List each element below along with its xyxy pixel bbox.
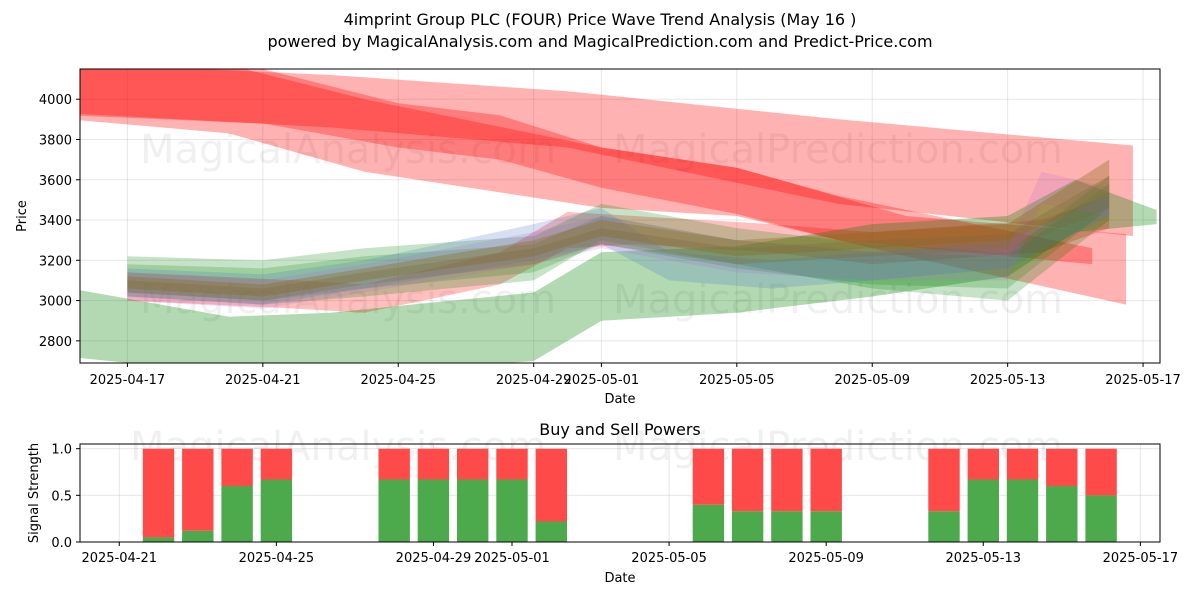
buy-power-bar [1046, 486, 1078, 542]
bottom-y-axis-title: Signal Strength [27, 443, 42, 543]
wave-bands [80, 69, 1157, 363]
bottom-x-tick-label: 2025-05-05 [631, 551, 707, 566]
sell-power-bar [810, 448, 842, 512]
top-x-tick-label: 2025-04-25 [360, 373, 436, 388]
bottom-y-tick-label: 0.0 [51, 536, 72, 551]
wave-band-red-wave-3 [80, 69, 1093, 265]
bottom-x-tick-label: 2025-05-09 [788, 551, 864, 566]
buy-power-bar [496, 479, 528, 542]
top-watermarks: MagicalAnalysis.com MagicalPrediction.co… [140, 127, 1063, 323]
buy-power-bar [928, 511, 960, 542]
top-x-tick-label: 2025-04-29 [496, 373, 572, 388]
buy-power-bar [692, 504, 725, 542]
buy-sell-powers-plot: Buy and Sell Powers MagicalAnalysis.com … [27, 420, 1178, 586]
wave-band-red-wave-2 [80, 69, 1127, 305]
top-x-tick-label: 2025-04-17 [90, 373, 166, 388]
top-y-axis-title: Price [15, 200, 30, 232]
price-wave-plot: MagicalAnalysis.com MagicalPrediction.co… [15, 68, 1181, 407]
sell-power-bar [496, 448, 528, 480]
wave-band-red-wave-4 [127, 195, 1110, 313]
top-y-tick-label: 2800 [39, 335, 72, 350]
sell-power-bar [535, 448, 567, 522]
bottom-x-tick-label: 2025-04-25 [239, 551, 315, 566]
top-plot-frame [79, 68, 1161, 364]
watermark-prediction-lower: MagicalPrediction.com [613, 277, 1063, 323]
chart-title-line2: powered by MagicalAnalysis.com and Magic… [267, 32, 932, 51]
buy-power-bar [967, 479, 999, 542]
signal-bars [142, 448, 1117, 542]
wave-band-blue-wave-1 [127, 191, 1110, 305]
wave-band-green-wave-3 [127, 183, 1110, 301]
top-gridlines [80, 69, 1160, 363]
bottom-x-axis-title: Date [604, 571, 635, 586]
sell-power-bar [182, 448, 214, 531]
top-y-axis-ticks: 2800 3000 3200 3400 3600 3800 4000 [39, 93, 80, 350]
bottom-x-tick-label: 2025-04-29 [396, 551, 472, 566]
watermark-prediction-upper: MagicalPrediction.com [613, 127, 1063, 173]
buy-power-bar [731, 511, 764, 542]
buy-power-bar [535, 521, 567, 542]
top-x-tick-label: 2025-05-01 [564, 373, 640, 388]
buy-power-bar [771, 511, 803, 542]
sell-power-bar [1006, 448, 1039, 480]
buy-power-bar [142, 537, 175, 542]
sell-power-bar [221, 448, 253, 486]
top-x-axis-ticks: 2025-04-17 2025-04-21 2025-04-25 2025-04-29… [90, 363, 1181, 388]
sell-power-bar [692, 448, 725, 505]
wave-band-green-wave-1 [80, 179, 1157, 363]
sell-power-bar [378, 448, 410, 480]
sell-power-bar [731, 448, 764, 512]
top-x-tick-label: 2025-05-09 [834, 373, 910, 388]
chart-title-line1: 4imprint Group PLC (FOUR) Price Wave Tre… [344, 10, 857, 29]
top-y-tick-label: 3000 [39, 295, 72, 310]
watermark-analysis-upper: MagicalAnalysis.com [140, 127, 556, 173]
sell-power-bar [1046, 448, 1078, 486]
sell-power-bar [771, 448, 803, 512]
sell-power-bar [260, 448, 293, 480]
top-x-tick-label: 2025-05-13 [970, 373, 1046, 388]
bottom-x-tick-label: 2025-05-13 [945, 551, 1021, 566]
buy-power-bar [182, 530, 214, 542]
buy-power-bar [417, 479, 450, 542]
buy-power-bar [378, 479, 410, 542]
top-y-tick-label: 3600 [39, 174, 72, 189]
top-y-tick-label: 3800 [39, 133, 72, 148]
bottom-y-tick-label: 1.0 [51, 443, 72, 458]
top-x-tick-label: 2025-05-05 [699, 373, 775, 388]
watermark-analysis-lower: MagicalAnalysis.com [140, 277, 556, 323]
top-y-tick-label: 3200 [39, 254, 72, 269]
buy-power-bar [457, 479, 489, 542]
top-x-tick-label: 2025-04-21 [225, 373, 301, 388]
wave-band-red-wave-1 [80, 69, 1133, 237]
bottom-x-tick-label: 2025-04-21 [81, 551, 157, 566]
bottom-chart-title: Buy and Sell Powers [539, 420, 701, 439]
bottom-x-axis-ticks: 2025-04-21 2025-04-25 2025-04-29 2025-05-01… [81, 542, 1178, 566]
sell-power-bar [1085, 448, 1117, 496]
sell-power-bar [928, 448, 960, 512]
bottom-y-axis-ticks: 0.0 0.5 1.0 [51, 443, 80, 551]
buy-power-bar [1006, 479, 1039, 542]
wave-band-olive-wave-2 [127, 175, 1110, 301]
sell-power-bar [142, 448, 175, 538]
buy-power-bar [810, 511, 842, 542]
bottom-plot-frame [79, 443, 1161, 543]
top-x-tick-label: 2025-05-17 [1105, 373, 1181, 388]
buy-power-bar [260, 479, 293, 542]
wave-band-purple-wave-1 [127, 171, 1110, 309]
top-x-axis-title: Date [604, 392, 635, 407]
top-y-tick-label: 4000 [39, 93, 72, 108]
wave-band-green-wave-2 [127, 175, 1110, 305]
sell-power-bar [967, 448, 999, 480]
wave-band-olive-wave-1 [127, 159, 1110, 297]
sell-power-bar [417, 448, 450, 480]
top-plot-background [80, 69, 1160, 363]
top-y-tick-label: 3400 [39, 214, 72, 229]
buy-power-bar [1085, 495, 1117, 542]
bottom-x-tick-label: 2025-05-17 [1103, 551, 1179, 566]
sell-power-bar [457, 448, 489, 480]
buy-power-bar [221, 486, 253, 542]
bottom-x-tick-label: 2025-05-01 [474, 551, 550, 566]
bottom-y-tick-label: 0.5 [51, 489, 72, 504]
